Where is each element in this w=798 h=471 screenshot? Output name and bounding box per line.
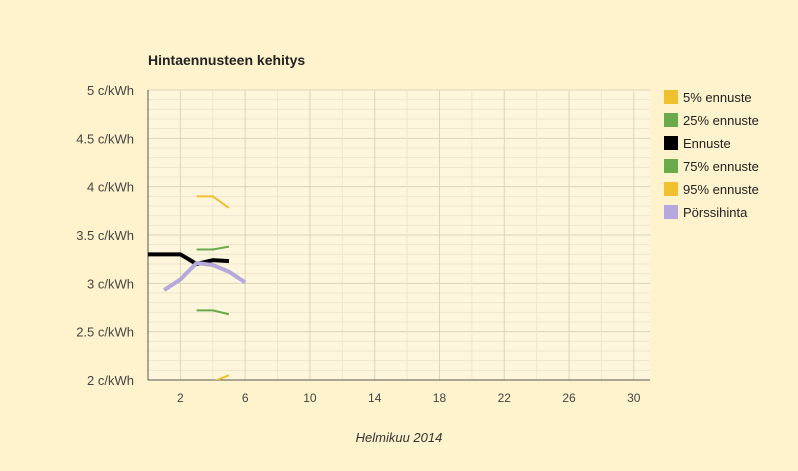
x-axis-ticks: 2 6 10 14 18 22 26 30 xyxy=(177,391,641,405)
x-tick-label: 6 xyxy=(242,391,249,405)
y-tick-label: 4.5 c/kWh xyxy=(76,131,134,146)
x-tick-label: 22 xyxy=(498,391,512,405)
legend-swatch xyxy=(664,90,678,104)
legend-swatch xyxy=(664,136,678,150)
series-line-95-ennuste xyxy=(196,195,230,209)
x-tick-label: 10 xyxy=(303,391,317,405)
y-tick-label: 3 c/kWh xyxy=(87,276,134,291)
y-tick-label: 5 c/kWh xyxy=(87,83,134,98)
axes xyxy=(147,90,650,381)
legend-label: Ennuste xyxy=(683,136,731,151)
x-tick-label: 26 xyxy=(562,391,576,405)
x-tick-label: 14 xyxy=(368,391,382,405)
y-axis-ticks: 5 c/kWh 4.5 c/kWh 4 c/kWh 3.5 c/kWh 3 c/kWh 2… xyxy=(76,83,134,388)
x-tick-label: 18 xyxy=(433,391,447,405)
legend-label: 95% ennuste xyxy=(683,182,759,197)
grid xyxy=(148,89,650,381)
y-tick-label: 3.5 c/kWh xyxy=(76,228,134,243)
legend-label: 5% ennuste xyxy=(683,90,752,105)
legend-label: Pörssihinta xyxy=(683,205,748,220)
legend-swatch xyxy=(664,182,678,196)
legend-label: 75% ennuste xyxy=(683,159,759,174)
legend-swatch xyxy=(664,113,678,127)
legend-swatch xyxy=(664,159,678,173)
legend: 5% ennuste 25% ennuste Ennuste 75% ennuste 9… xyxy=(664,90,759,220)
series-lines xyxy=(148,195,247,380)
series-line-25-ennuste xyxy=(196,309,230,316)
y-tick-label: 2 c/kWh xyxy=(87,373,134,388)
legend-label: 25% ennuste xyxy=(683,113,759,128)
x-axis-label: Helmikuu 2014 xyxy=(356,430,443,445)
y-tick-label: 2.5 c/kWh xyxy=(76,325,134,340)
y-tick-label: 4 c/kWh xyxy=(87,180,134,195)
x-tick-label: 2 xyxy=(177,391,184,405)
chart-title: Hintaennusteen kehitys xyxy=(148,52,305,68)
series-group xyxy=(148,195,247,380)
series-line-p-rssihinta xyxy=(163,261,247,292)
legend-swatch xyxy=(664,205,678,219)
series-line-75-ennuste xyxy=(196,245,230,251)
series-line-5-ennuste xyxy=(214,374,230,380)
x-tick-label: 30 xyxy=(627,391,641,405)
series-line-ennuste xyxy=(148,252,230,266)
